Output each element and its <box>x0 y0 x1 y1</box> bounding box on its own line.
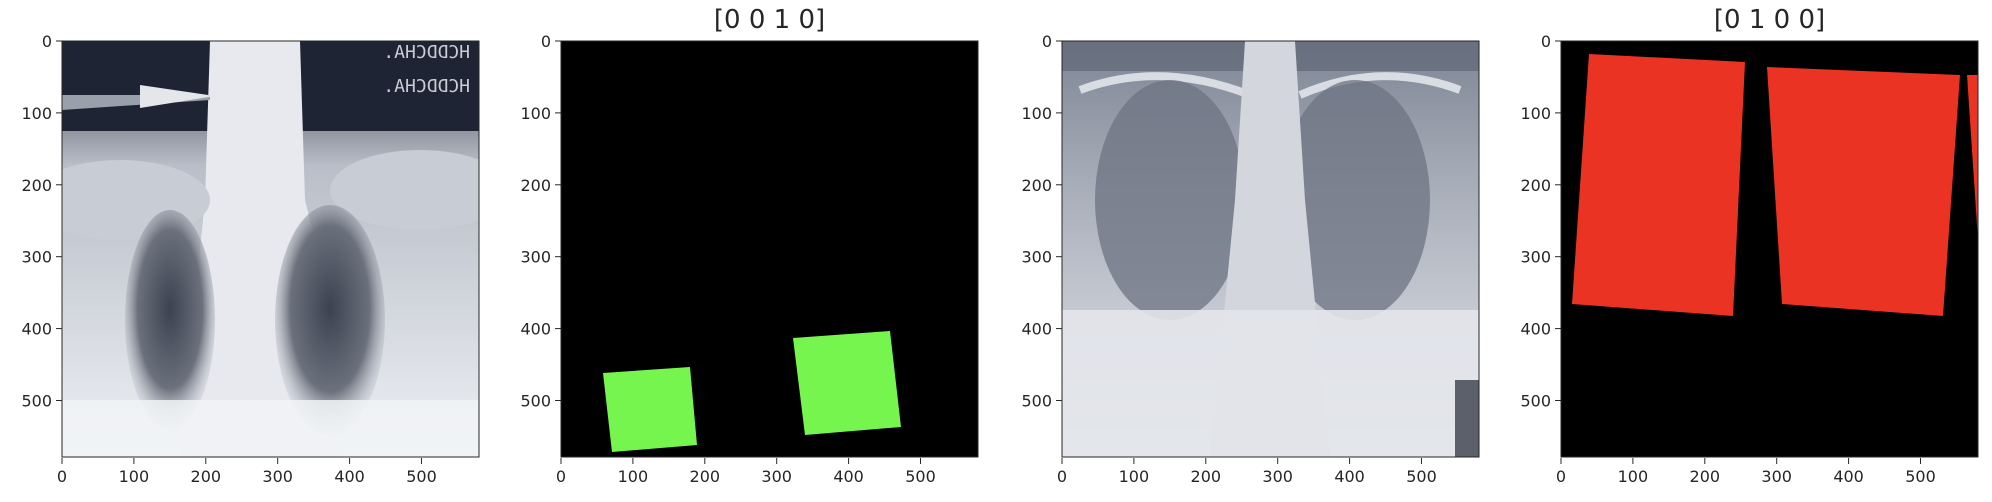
y-tick-label: 100 <box>21 104 52 123</box>
x-tick-label: 100 <box>119 467 150 486</box>
y-tick-label: 100 <box>1021 104 1052 123</box>
y-tick-label: 200 <box>1021 176 1052 195</box>
axes-frame-1 <box>61 40 480 458</box>
red-mask-region-2 <box>1767 67 1960 316</box>
x-tick-label: 400 <box>334 467 365 486</box>
y-tick-label: 400 <box>520 320 551 339</box>
y-tick-label: 500 <box>21 391 52 410</box>
y-tick-label: 0 <box>1042 32 1052 51</box>
axes-frame-2 <box>560 40 979 458</box>
mask-image-2 <box>561 41 978 457</box>
x-tick-label: 500 <box>905 467 936 486</box>
x-tick-label: 300 <box>1262 467 1293 486</box>
svg-text:HCDDCHA.: HCDDCHA. <box>383 42 470 63</box>
x-tick-label: 300 <box>761 467 792 486</box>
xray-image-1: HCDDCHA. HCDDCHA. <box>62 41 479 457</box>
x-tick-label: 200 <box>690 467 721 486</box>
y-tick-label: 300 <box>520 248 551 267</box>
x-tick-label: 0 <box>556 467 566 486</box>
panel-4: [0 1 0 0] 0 100 200 300 400 500 0 100 200 300 400 5… <box>1520 5 1979 486</box>
x-tick-label: 200 <box>1690 467 1721 486</box>
x-tick-label: 400 <box>833 467 864 486</box>
red-mask-region-3 <box>1967 75 1978 240</box>
y-tick-label: 400 <box>1021 320 1052 339</box>
mask-image-4 <box>1561 41 1978 457</box>
panel-2-title: [0 0 1 0] <box>714 5 825 35</box>
axes-frame-3 <box>1061 40 1480 458</box>
red-mask-region-1 <box>1572 54 1745 316</box>
x-tick-label: 200 <box>191 467 222 486</box>
x-tick-label: 100 <box>1618 467 1649 486</box>
svg-text:HCDDCHA.: HCDDCHA. <box>383 76 470 97</box>
y-tick-label: 300 <box>1021 248 1052 267</box>
green-mask-region-2 <box>793 331 901 435</box>
panel-1: HCDDCHA. HCDDCHA. 0 100 200 300 400 500 0 100 20… <box>21 32 480 486</box>
y-tick-label: 200 <box>1520 176 1551 195</box>
y-tick-label: 0 <box>42 32 52 51</box>
y-tick-label: 500 <box>1520 391 1551 410</box>
green-mask-region-1 <box>603 367 697 452</box>
axes-frame-4 <box>1560 40 1979 458</box>
y-tick-label: 300 <box>21 248 52 267</box>
y-tick-label: 400 <box>1520 320 1551 339</box>
x-tick-label: 400 <box>1334 467 1365 486</box>
x-tick-label: 200 <box>1191 467 1222 486</box>
xray-overlay-text-2: HCDDCHA. <box>383 76 470 97</box>
x-tick-label: 500 <box>1406 467 1437 486</box>
y-tick-label: 300 <box>1520 248 1551 267</box>
x-tick-label: 400 <box>1833 467 1864 486</box>
x-tick-label: 0 <box>1556 467 1566 486</box>
y-tick-label: 500 <box>520 391 551 410</box>
y-tick-label: 100 <box>1520 104 1551 123</box>
y-tick-label: 200 <box>520 176 551 195</box>
x-tick-label: 500 <box>1905 467 1936 486</box>
y-tick-label: 500 <box>1021 391 1052 410</box>
x-tick-label: 100 <box>618 467 649 486</box>
panel-3: 0 100 200 300 400 500 0 100 200 300 400 500 <box>1021 32 1480 486</box>
xray-image-3 <box>1062 41 1479 457</box>
panel-4-title: [0 1 0 0] <box>1714 5 1825 35</box>
y-tick-label: 400 <box>21 320 52 339</box>
x-tick-label: 0 <box>1057 467 1067 486</box>
y-tick-label: 100 <box>520 104 551 123</box>
y-tick-label: 0 <box>541 32 551 51</box>
y-tick-label: 200 <box>21 176 52 195</box>
panel-2: [0 0 1 0] 0 100 200 300 400 500 0 100 200 300 400 5… <box>520 5 979 486</box>
x-tick-label: 300 <box>1761 467 1792 486</box>
y-tick-label: 0 <box>1541 32 1551 51</box>
x-tick-label: 300 <box>262 467 293 486</box>
x-tick-label: 0 <box>57 467 67 486</box>
x-tick-label: 100 <box>1119 467 1150 486</box>
x-tick-label: 500 <box>406 467 437 486</box>
xray-overlay-text-1: HCDDCHA. <box>383 42 470 63</box>
